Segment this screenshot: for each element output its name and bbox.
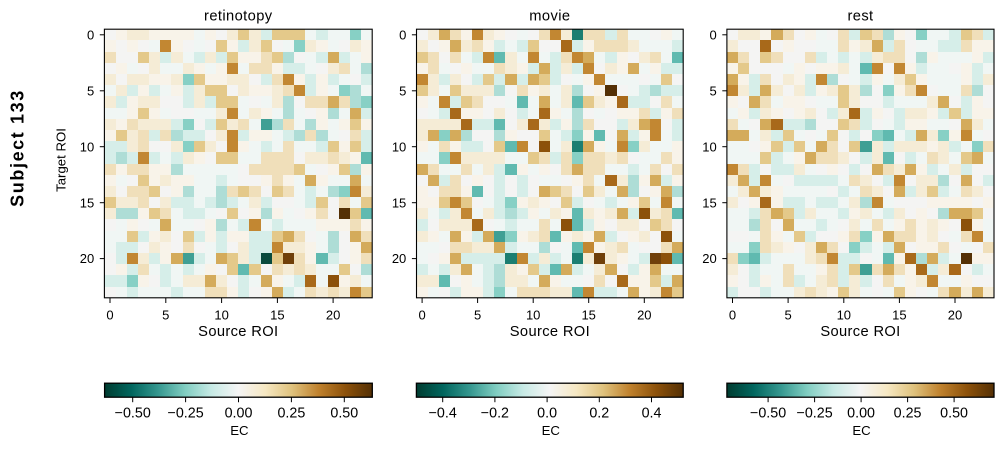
svg-text:10: 10 (837, 308, 851, 323)
svg-text:0: 0 (418, 308, 425, 323)
svg-text:−0.50: −0.50 (750, 406, 786, 422)
svg-text:5: 5 (474, 308, 481, 323)
svg-text:10: 10 (80, 139, 94, 154)
svg-text:20: 20 (326, 308, 340, 323)
svg-text:5: 5 (709, 83, 716, 98)
svg-text:Subject 133: Subject 133 (8, 89, 28, 207)
svg-text:0: 0 (729, 308, 736, 323)
svg-text:20: 20 (80, 251, 94, 266)
svg-text:20: 20 (948, 308, 962, 323)
svg-text:0.25: 0.25 (894, 406, 922, 422)
svg-text:0.4: 0.4 (642, 406, 662, 422)
svg-text:20: 20 (637, 308, 651, 323)
svg-text:−0.4: −0.4 (429, 406, 457, 422)
svg-text:−0.2: −0.2 (481, 406, 509, 422)
svg-text:Source ROI: Source ROI (820, 324, 900, 340)
svg-text:0: 0 (709, 27, 716, 42)
svg-text:0.50: 0.50 (330, 406, 358, 422)
svg-text:15: 15 (80, 195, 94, 210)
svg-text:15: 15 (581, 308, 595, 323)
svg-text:retinotopy: retinotopy (204, 9, 273, 25)
svg-text:5: 5 (784, 308, 791, 323)
svg-text:EC: EC (230, 423, 249, 438)
svg-text:5: 5 (162, 308, 169, 323)
svg-text:10: 10 (214, 308, 228, 323)
svg-text:Source ROI: Source ROI (198, 324, 278, 340)
svg-text:20: 20 (702, 251, 716, 266)
svg-text:0.2: 0.2 (589, 406, 609, 422)
svg-text:0.00: 0.00 (847, 406, 875, 422)
svg-text:5: 5 (87, 83, 94, 98)
svg-text:−0.25: −0.25 (797, 406, 833, 422)
svg-text:movie: movie (529, 9, 570, 25)
svg-text:20: 20 (392, 251, 406, 266)
svg-text:0: 0 (399, 27, 406, 42)
svg-text:15: 15 (892, 308, 906, 323)
svg-text:15: 15 (270, 308, 284, 323)
svg-text:15: 15 (392, 195, 406, 210)
svg-text:−0.50: −0.50 (115, 406, 151, 422)
svg-text:0: 0 (87, 27, 94, 42)
svg-text:0.50: 0.50 (940, 406, 968, 422)
svg-text:0.00: 0.00 (225, 406, 253, 422)
svg-text:10: 10 (392, 139, 406, 154)
svg-text:15: 15 (702, 195, 716, 210)
svg-text:10: 10 (526, 308, 540, 323)
svg-text:Source ROI: Source ROI (510, 324, 590, 340)
svg-text:rest: rest (847, 9, 873, 25)
svg-text:0.25: 0.25 (277, 406, 305, 422)
svg-text:10: 10 (702, 139, 716, 154)
svg-text:EC: EC (852, 423, 871, 438)
svg-text:0: 0 (106, 308, 113, 323)
svg-text:5: 5 (399, 83, 406, 98)
svg-text:0.0: 0.0 (537, 406, 557, 422)
svg-text:Target ROI: Target ROI (53, 128, 68, 192)
svg-text:−0.25: −0.25 (168, 406, 204, 422)
svg-text:EC: EC (542, 423, 561, 438)
